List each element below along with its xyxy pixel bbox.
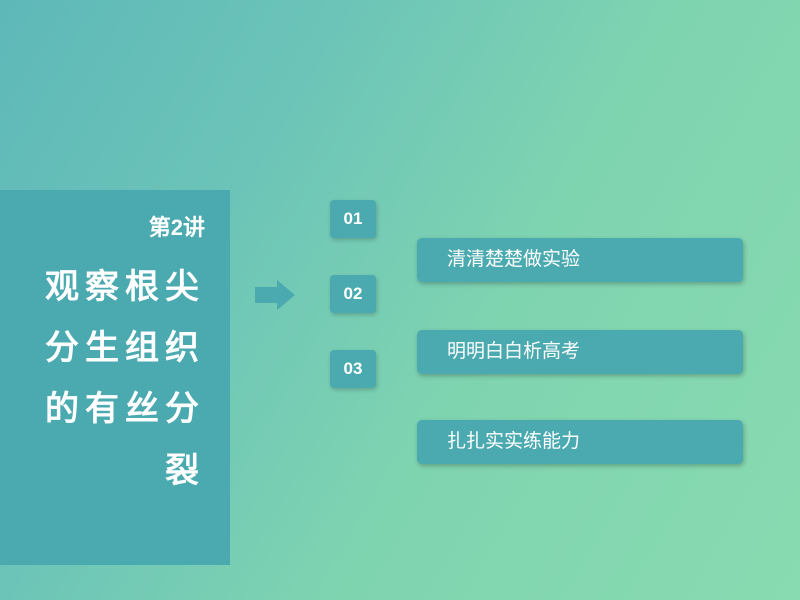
title-line: 观察根尖 [0, 257, 205, 318]
step-number-1: 01 [330, 200, 376, 238]
section-bar-3: 扎扎实实练能力 [417, 420, 743, 464]
section-bar-1: 清清楚楚做实验 [417, 238, 743, 282]
section-bar-2: 明明白白析高考 [417, 330, 743, 374]
lecture-number: 第2讲 [0, 210, 205, 242]
sidebar-panel: 第2讲 观察根尖 分生组织 的有丝分 裂 [0, 190, 230, 565]
title-line: 的有丝分 [0, 379, 205, 440]
lecture-title: 观察根尖 分生组织 的有丝分 裂 [0, 257, 205, 502]
title-line: 裂 [0, 441, 205, 502]
step-number-2: 02 [330, 275, 376, 313]
title-line: 分生组织 [0, 318, 205, 379]
step-number-3: 03 [330, 350, 376, 388]
